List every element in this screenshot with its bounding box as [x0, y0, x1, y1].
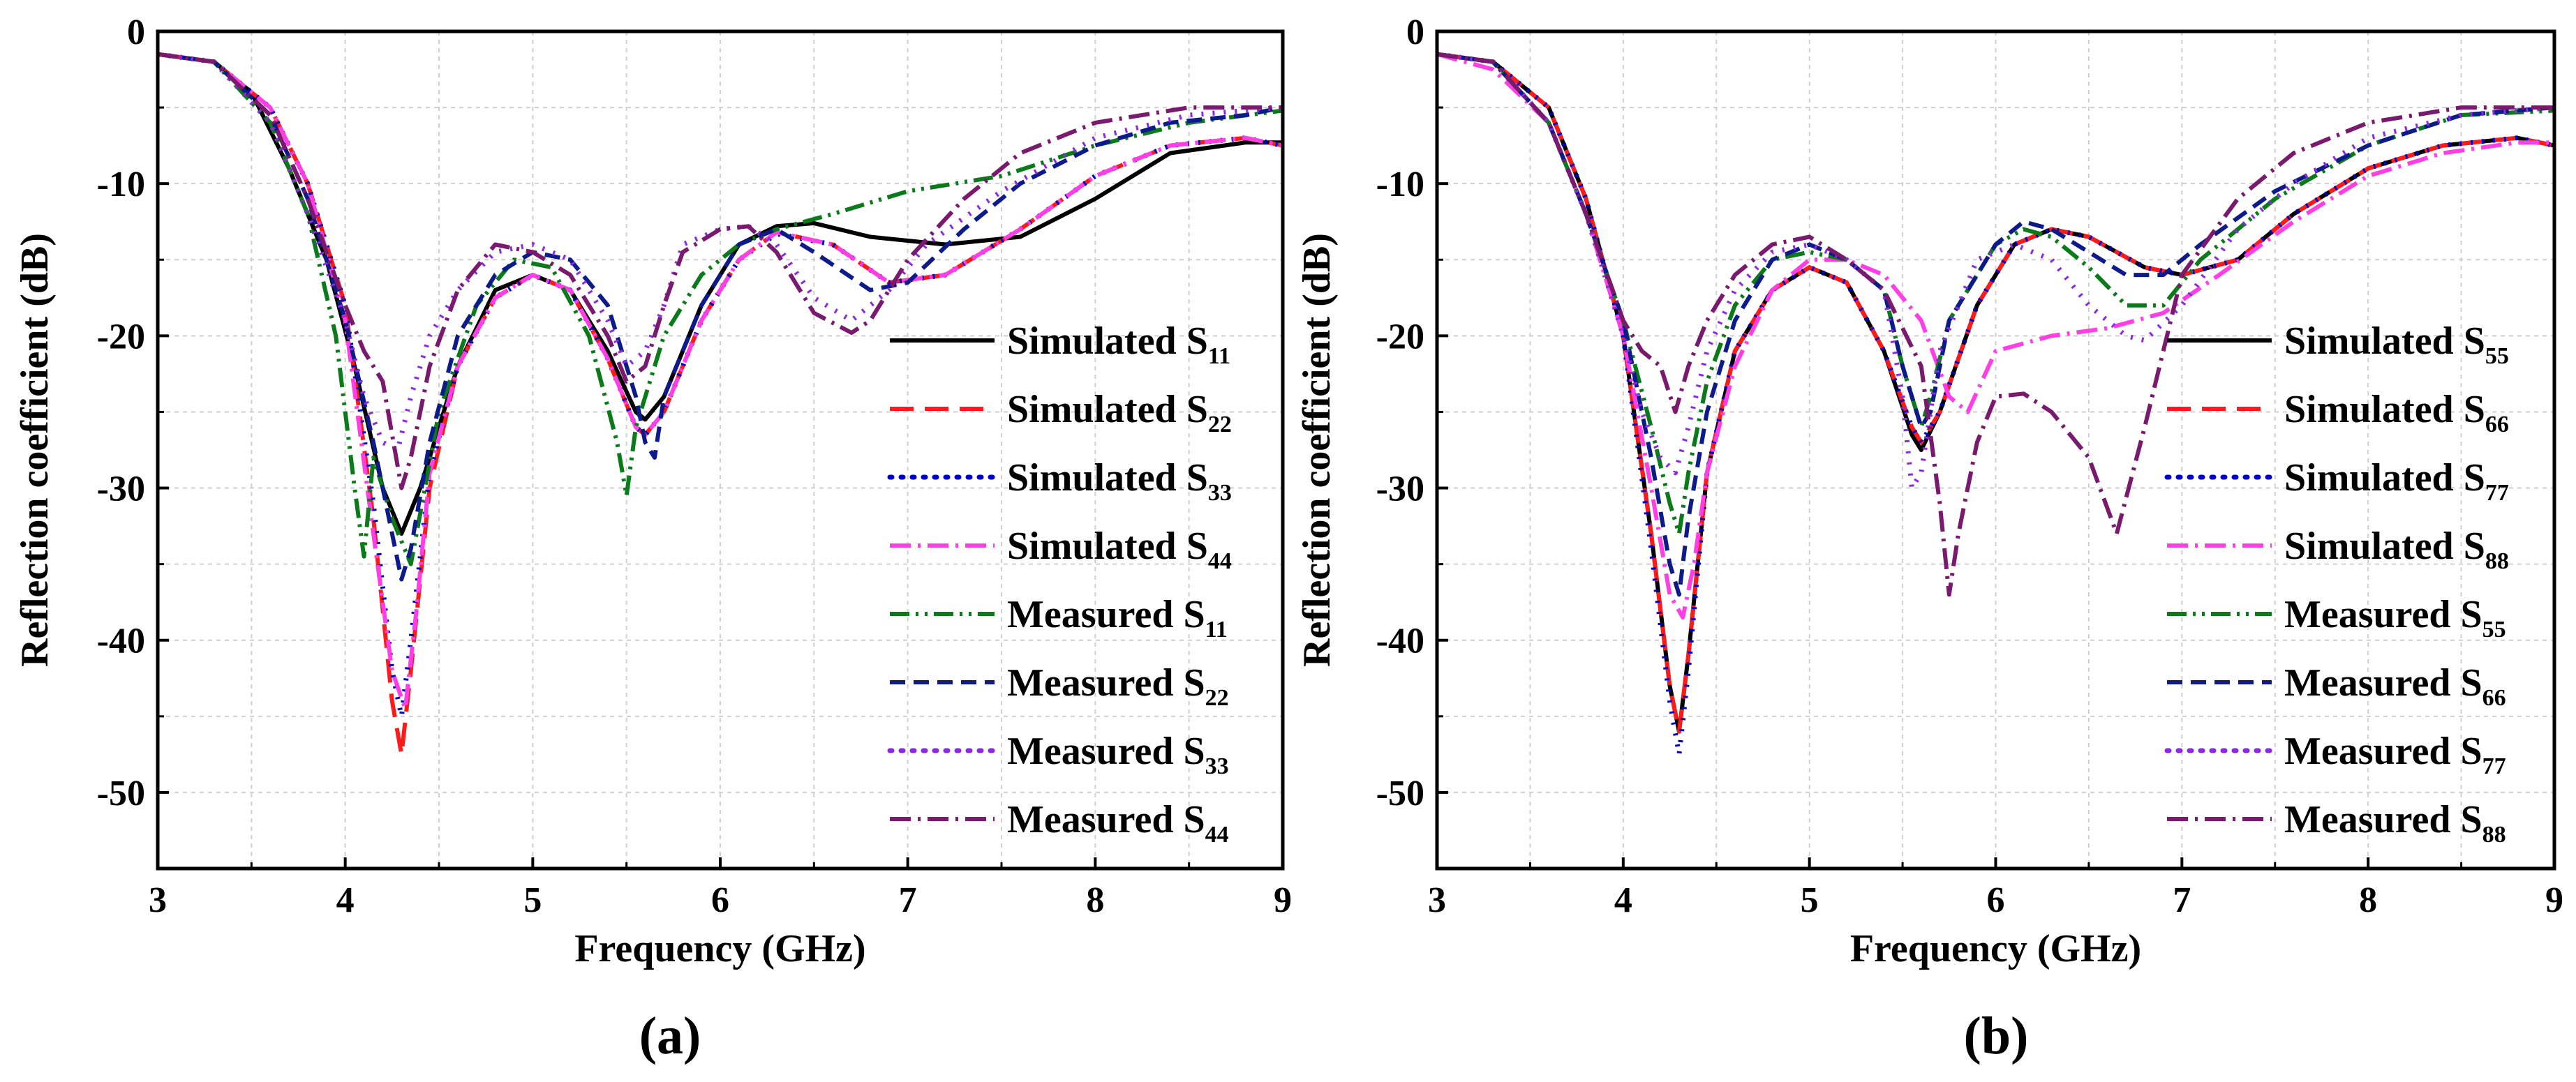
legend-label: Measured S66 [2284, 661, 2506, 711]
legend-item: Measured S77 [2164, 730, 2506, 779]
series-group [1437, 52, 2554, 757]
legend: Simulated S11 Simulated S22 Simulated S33 S… [887, 320, 1232, 848]
legend-item: Simulated S88 [2167, 525, 2509, 574]
x-tick-label: 8 [2359, 880, 2377, 920]
x-tick-label: 8 [1086, 880, 1104, 920]
legend-item: Simulated S44 [890, 525, 1232, 574]
y-tick-label: 0 [127, 13, 145, 52]
legend-label: Measured S77 [2284, 730, 2506, 779]
y-tick-label: -20 [97, 317, 145, 356]
y-tick-label: -30 [97, 469, 145, 509]
y-tick-label: -50 [97, 774, 145, 813]
x-tick-label: 9 [2545, 880, 2563, 920]
legend-label: Measured S88 [2284, 798, 2506, 848]
legend-item: Measured S66 [2167, 661, 2506, 711]
panel-label: (a) [639, 1007, 701, 1065]
series-line-measured-s88 [1437, 52, 2554, 597]
legend-item: Measured S33 [887, 730, 1229, 779]
legend-label: Measured S33 [1007, 730, 1229, 779]
y-tick-label: -40 [1376, 622, 1424, 661]
y-tick-label: -20 [1376, 317, 1424, 356]
x-axis-title: Frequency (GHz) [1850, 927, 2141, 970]
x-tick-label: 5 [1801, 880, 1819, 920]
series-line-simulated-s44 [158, 52, 1283, 711]
panel-b-chart: 3 4 5 6 7 8 9 0 -10 -20 -30 -40 -50 Frequency (GHz) Re… [1295, 13, 2563, 1065]
legend-item: Simulated S33 [887, 456, 1232, 506]
series-group [158, 52, 1283, 757]
panel-a-chart: 3 4 5 6 7 8 9 0 -10 -20 -30 -40 -50 Frequency (GHz) Re… [13, 13, 1292, 1065]
legend-label: Simulated S55 [2284, 320, 2509, 369]
series-line-measured-s77 [1437, 52, 2554, 490]
legend-item: Simulated S55 [2167, 320, 2509, 369]
y-tick-label: 0 [1406, 13, 1424, 52]
legend-item: Simulated S11 [890, 320, 1230, 369]
x-tick-label: 6 [711, 880, 729, 920]
legend-item: Simulated S77 [2164, 456, 2509, 506]
x-tick-label: 4 [336, 880, 355, 920]
y-tick-label: -30 [1376, 469, 1424, 509]
series-line-simulated-s66 [1437, 52, 2554, 734]
x-tick-label: 3 [1428, 880, 1446, 920]
y-axis-title: Reflection coefficient (dB) [13, 233, 57, 667]
legend-label: Simulated S88 [2284, 525, 2509, 574]
legend-label: Simulated S77 [2284, 456, 2509, 506]
y-tick-label: -40 [97, 622, 145, 661]
legend-label: Simulated S66 [2284, 388, 2509, 437]
legend-label: Simulated S44 [1007, 525, 1232, 574]
x-tick-label: 7 [899, 880, 917, 920]
x-tick-label: 5 [523, 880, 542, 920]
legend-label: Measured S44 [1007, 798, 1229, 848]
series-line-simulated-s77 [1437, 52, 2554, 757]
y-tick-label: -10 [97, 165, 145, 204]
x-tick-label: 7 [2173, 880, 2191, 920]
y-tick-label: -50 [1376, 774, 1424, 813]
series-line-measured-s22 [158, 52, 1283, 582]
panel-label: (b) [1964, 1007, 2029, 1065]
legend-label: Measured S22 [1007, 661, 1229, 711]
series-line-simulated-s22 [158, 52, 1283, 757]
legend-item: Simulated S22 [890, 388, 1232, 437]
legend-label: Measured S55 [2284, 593, 2506, 643]
x-tick-label: 9 [1274, 880, 1292, 920]
series-line-measured-s44 [158, 52, 1283, 490]
legend-item: Simulated S66 [2167, 388, 2509, 437]
legend-item: Measured S22 [890, 661, 1229, 711]
legend-label: Measured S11 [1007, 593, 1228, 643]
x-axis-title: Frequency (GHz) [574, 927, 865, 970]
series-line-simulated-s88 [1437, 52, 2554, 619]
series-line-measured-s66 [1437, 52, 2554, 597]
y-axis-title: Reflection coefficient (dB) [1295, 233, 1339, 667]
series-line-simulated-s11 [158, 52, 1283, 536]
legend-item: Measured S44 [890, 798, 1229, 848]
legend-label: Simulated S33 [1007, 456, 1232, 506]
x-tick-label: 4 [1614, 880, 1632, 920]
legend-label: Simulated S11 [1007, 320, 1230, 369]
legend-item: Measured S88 [2167, 798, 2506, 848]
legend-label: Simulated S22 [1007, 388, 1232, 437]
legend: Simulated S55 Simulated S66 Simulated S77 S… [2164, 320, 2509, 848]
legend-item: Measured S11 [890, 593, 1228, 643]
x-tick-label: 6 [1987, 880, 2005, 920]
y-tick-label: -10 [1376, 165, 1424, 204]
x-tick-label: 3 [149, 880, 167, 920]
legend-item: Measured S55 [2167, 593, 2506, 643]
series-line-measured-s11 [158, 52, 1283, 566]
